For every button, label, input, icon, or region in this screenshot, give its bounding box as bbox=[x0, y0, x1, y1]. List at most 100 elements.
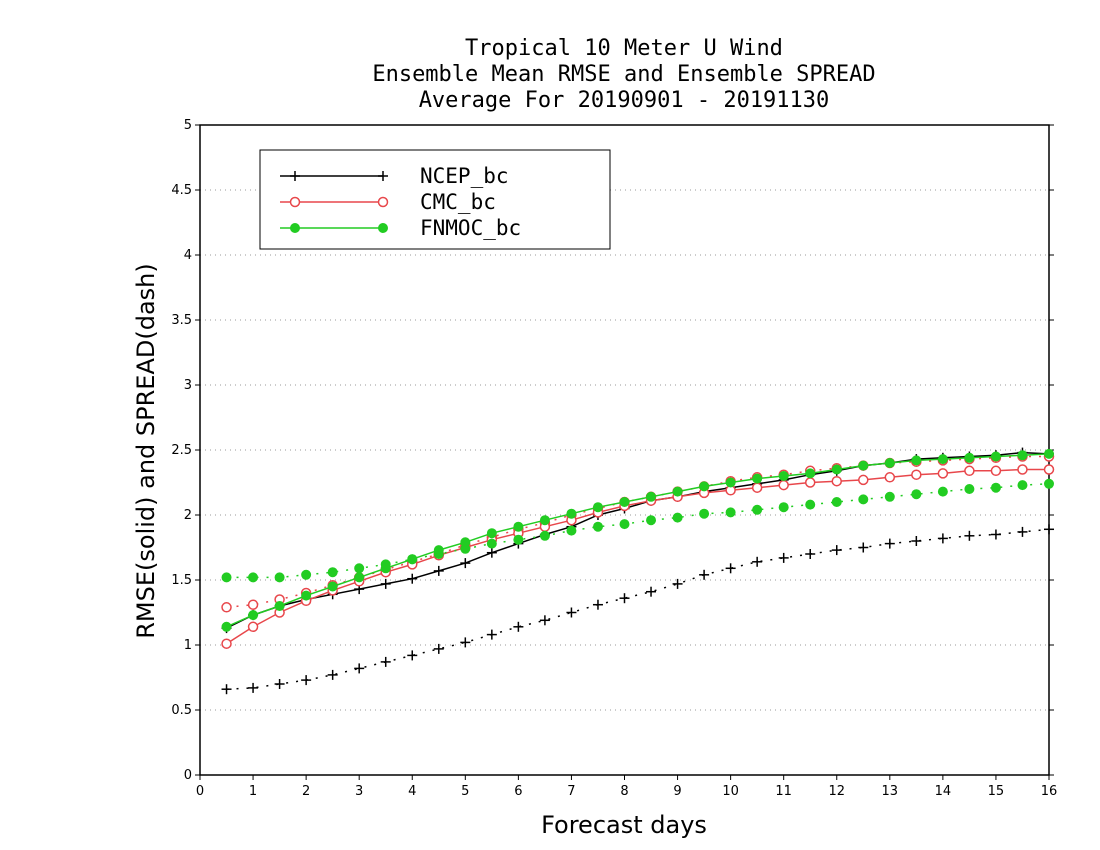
x-tick-label: 7 bbox=[567, 784, 575, 799]
rmse-line-fnmoc-bc bbox=[226, 453, 1050, 628]
legend-marker bbox=[378, 223, 388, 233]
rmse-point bbox=[380, 563, 391, 574]
x-tick-label: 4 bbox=[408, 784, 416, 799]
rmse-point bbox=[804, 477, 816, 488]
x-tick-label: 1 bbox=[249, 784, 257, 799]
rmse-point bbox=[751, 482, 763, 493]
rmse-point bbox=[301, 590, 312, 601]
spread-point bbox=[248, 572, 259, 583]
spread-point bbox=[831, 545, 842, 556]
spread-point bbox=[513, 534, 524, 545]
spread-point bbox=[592, 521, 603, 532]
spread-point bbox=[1044, 524, 1054, 535]
chart-title-line-3: Average For 20190901 - 20191130 bbox=[418, 88, 830, 113]
y-tick-label: 0 bbox=[184, 768, 192, 783]
spread-point bbox=[884, 538, 895, 549]
spread-point bbox=[566, 607, 577, 618]
rmse-point bbox=[221, 638, 232, 649]
y-tick-label: 3.5 bbox=[171, 313, 192, 328]
rmse-point bbox=[433, 565, 444, 576]
spread-point bbox=[354, 663, 365, 674]
spread-point bbox=[964, 484, 975, 494]
legend-marker bbox=[377, 196, 389, 208]
rmse-point bbox=[937, 468, 949, 479]
y-tick-label: 1.5 bbox=[171, 573, 192, 588]
spread-point bbox=[407, 650, 418, 661]
rmse-point bbox=[752, 473, 763, 484]
spread-point bbox=[778, 502, 789, 513]
x-tick-label: 0 bbox=[196, 784, 204, 799]
rmse-point bbox=[964, 452, 975, 463]
spread-point bbox=[937, 533, 948, 544]
x-tick-label: 12 bbox=[828, 784, 845, 799]
spread-point bbox=[274, 679, 285, 689]
spread-point bbox=[672, 578, 683, 589]
rmse-point bbox=[672, 486, 683, 497]
spread-point bbox=[884, 491, 895, 502]
spread-point bbox=[752, 556, 763, 567]
legend-entry: FNMOC_bc bbox=[280, 216, 521, 240]
spread-point bbox=[672, 512, 683, 523]
y-tick-label: 3 bbox=[184, 378, 192, 393]
spread-point bbox=[831, 497, 842, 507]
y-tick-label: 4 bbox=[184, 248, 192, 263]
rmse-point bbox=[1043, 464, 1055, 475]
rmse-point bbox=[460, 537, 471, 548]
rmse-point bbox=[619, 497, 630, 507]
rmse-point bbox=[699, 481, 710, 492]
rmse-point bbox=[884, 472, 896, 483]
spread-point bbox=[725, 507, 736, 518]
spread-point bbox=[1017, 480, 1028, 491]
spread-point bbox=[380, 656, 391, 667]
y-tick-label: 2 bbox=[184, 508, 192, 523]
rmse-point bbox=[1017, 464, 1028, 475]
rmse-point bbox=[725, 477, 736, 488]
x-tick-label: 9 bbox=[673, 784, 681, 799]
rmse-point bbox=[646, 491, 657, 502]
y-tick-label: 4.5 bbox=[171, 183, 192, 198]
y-tick-label: 2.5 bbox=[171, 443, 192, 458]
spread-point bbox=[539, 530, 550, 541]
spread-point bbox=[619, 593, 630, 604]
rmse-point bbox=[831, 464, 842, 475]
rmse-point bbox=[486, 528, 497, 539]
rmse-point bbox=[513, 521, 524, 532]
x-tick-label: 10 bbox=[722, 784, 739, 799]
rmse-point bbox=[566, 508, 577, 519]
rmse-point bbox=[248, 610, 259, 621]
spread-point bbox=[354, 563, 365, 574]
axis-ticks: 00.511.522.533.544.550 1 2 3 4 5 6 7 8 9 10 11 12 13 1… bbox=[171, 118, 1057, 799]
rmse-point bbox=[247, 621, 259, 633]
x-tick-label: 16 bbox=[1041, 784, 1058, 799]
spread-point bbox=[433, 643, 444, 654]
spread-point bbox=[327, 567, 338, 578]
legend-label: NCEP_bc bbox=[420, 164, 509, 188]
rmse-point bbox=[805, 468, 816, 479]
spread-point bbox=[646, 586, 657, 597]
legend-label: FNMOC_bc bbox=[420, 216, 521, 240]
spread-point bbox=[778, 552, 789, 563]
x-tick-label: 8 bbox=[620, 784, 628, 799]
spread-point bbox=[1044, 478, 1054, 489]
spread-point bbox=[513, 621, 524, 632]
x-tick-label: 14 bbox=[935, 784, 952, 799]
series-group bbox=[221, 447, 1055, 695]
legend-label: CMC_bc bbox=[420, 190, 496, 214]
legend-marker bbox=[378, 171, 388, 181]
rmse-point bbox=[407, 554, 418, 565]
spread-line-ncep-bc bbox=[226, 528, 1050, 690]
legend-marker bbox=[290, 171, 300, 181]
rmse-point bbox=[778, 479, 789, 491]
y-tick-label: 1 bbox=[184, 638, 192, 653]
spread-point bbox=[301, 675, 312, 686]
chart-title-line-1: Tropical 10 Meter U Wind bbox=[465, 36, 783, 61]
spread-point bbox=[805, 499, 816, 510]
chart-title-line-2: Ensemble Mean RMSE and Ensemble SPREAD bbox=[372, 62, 876, 87]
y-tick-label: 5 bbox=[184, 118, 192, 133]
spread-point bbox=[460, 637, 471, 648]
rmse-point bbox=[380, 578, 391, 589]
spread-point bbox=[990, 482, 1001, 493]
spread-point bbox=[699, 508, 710, 519]
